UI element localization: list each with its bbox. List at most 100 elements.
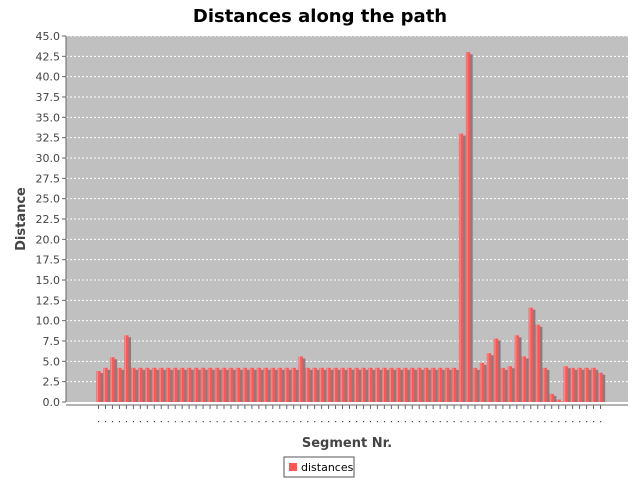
x-tick-label bbox=[397, 421, 400, 423]
bar bbox=[117, 367, 122, 402]
bar bbox=[173, 367, 178, 402]
chart-title: Distances along the path bbox=[193, 6, 447, 27]
bar bbox=[193, 367, 199, 402]
x-tick-label bbox=[390, 421, 393, 423]
bar bbox=[507, 366, 513, 402]
bar-shadow bbox=[308, 369, 313, 402]
bar-highlight bbox=[306, 367, 308, 402]
bar-highlight bbox=[243, 367, 245, 402]
x-tick-label bbox=[537, 421, 539, 423]
bar-shadow bbox=[189, 369, 194, 402]
bar bbox=[145, 367, 150, 402]
bar-shadow bbox=[370, 369, 376, 402]
bar bbox=[424, 367, 429, 402]
bar-highlight bbox=[445, 367, 447, 402]
x-tick-label bbox=[244, 421, 246, 423]
bar-highlight bbox=[299, 356, 301, 402]
bar-highlight bbox=[438, 367, 440, 402]
bar bbox=[563, 366, 568, 402]
y-tick-label: 27.5 bbox=[36, 172, 61, 185]
bar-shadow bbox=[600, 374, 606, 402]
bar bbox=[577, 367, 582, 402]
x-tick-label bbox=[230, 421, 232, 423]
bar-shadow bbox=[433, 369, 438, 402]
bar-shadow bbox=[405, 369, 410, 402]
bar bbox=[479, 362, 485, 402]
bar-highlight bbox=[515, 335, 517, 402]
bar-shadow bbox=[294, 369, 299, 402]
bar bbox=[103, 367, 108, 402]
legend-label-distances: distances bbox=[301, 461, 354, 474]
bar bbox=[270, 367, 275, 402]
bar-shadow bbox=[175, 369, 180, 402]
bar-shadow bbox=[440, 369, 445, 402]
bar-highlight bbox=[403, 367, 405, 402]
bar bbox=[284, 367, 289, 402]
bar bbox=[598, 372, 603, 402]
bar-highlight bbox=[522, 356, 524, 402]
bar-shadow bbox=[524, 358, 529, 402]
bar-highlight bbox=[452, 367, 454, 402]
bar-highlight bbox=[508, 366, 510, 402]
y-tick-label: 0.0 bbox=[43, 396, 61, 409]
bar bbox=[500, 367, 506, 402]
x-tick-label bbox=[202, 421, 204, 423]
y-tick-label: 15.0 bbox=[36, 274, 61, 287]
x-tick-label bbox=[321, 421, 323, 423]
bar bbox=[96, 371, 101, 402]
bar-shadow bbox=[489, 355, 494, 402]
bar-shadow bbox=[447, 369, 452, 402]
x-tick-label bbox=[111, 421, 114, 423]
y-axis: 0.0 2.5 5.0 7.5 10.0 12.5 15.0 17.5 20.0 22.5 25.0… bbox=[36, 30, 67, 409]
bar-highlight bbox=[529, 307, 531, 402]
bar-shadow bbox=[356, 369, 362, 402]
bar bbox=[110, 357, 115, 402]
x-tick-label bbox=[223, 421, 225, 423]
bar-highlight bbox=[598, 372, 601, 402]
bar-shadow bbox=[231, 369, 236, 402]
x-tick-label bbox=[328, 421, 330, 423]
bar bbox=[528, 307, 533, 402]
x-tick-label bbox=[286, 421, 288, 423]
bar-shadow bbox=[572, 369, 578, 402]
bar-shadow bbox=[224, 369, 229, 402]
x-tick-label bbox=[167, 421, 169, 423]
bar-highlight bbox=[326, 367, 329, 402]
bar bbox=[207, 367, 213, 402]
bar-shadow bbox=[217, 369, 222, 402]
x-axis bbox=[66, 404, 628, 423]
bar-shadow bbox=[468, 54, 473, 403]
bar bbox=[368, 367, 373, 402]
bar bbox=[437, 367, 443, 402]
bar bbox=[305, 367, 310, 402]
bar-shadow bbox=[140, 369, 145, 402]
bar bbox=[465, 52, 471, 403]
bar bbox=[570, 367, 575, 402]
x-tick-label bbox=[160, 421, 162, 423]
bar bbox=[403, 367, 408, 402]
bar-highlight bbox=[145, 367, 147, 402]
x-tick-label bbox=[97, 421, 100, 423]
bar bbox=[138, 367, 143, 402]
bar bbox=[179, 367, 185, 402]
bar bbox=[354, 367, 359, 402]
bar-shadow bbox=[342, 369, 348, 402]
bar-highlight bbox=[124, 335, 127, 402]
x-tick-label bbox=[362, 421, 365, 423]
bar-shadow bbox=[182, 369, 187, 402]
bar-shadow bbox=[273, 369, 278, 402]
bar-shadow bbox=[552, 395, 557, 402]
bar-shadow bbox=[112, 359, 118, 402]
bar-highlight bbox=[117, 367, 120, 402]
x-tick-label bbox=[195, 421, 197, 423]
bar bbox=[584, 367, 589, 402]
bar-highlight bbox=[536, 324, 538, 402]
bar-shadow bbox=[133, 369, 139, 402]
bar-shadow bbox=[517, 337, 522, 402]
legend-box bbox=[283, 456, 355, 478]
bar bbox=[556, 399, 561, 402]
bar-highlight bbox=[236, 367, 238, 402]
x-tick-label bbox=[181, 421, 183, 423]
bar bbox=[277, 367, 282, 402]
x-tick-label bbox=[502, 421, 504, 423]
